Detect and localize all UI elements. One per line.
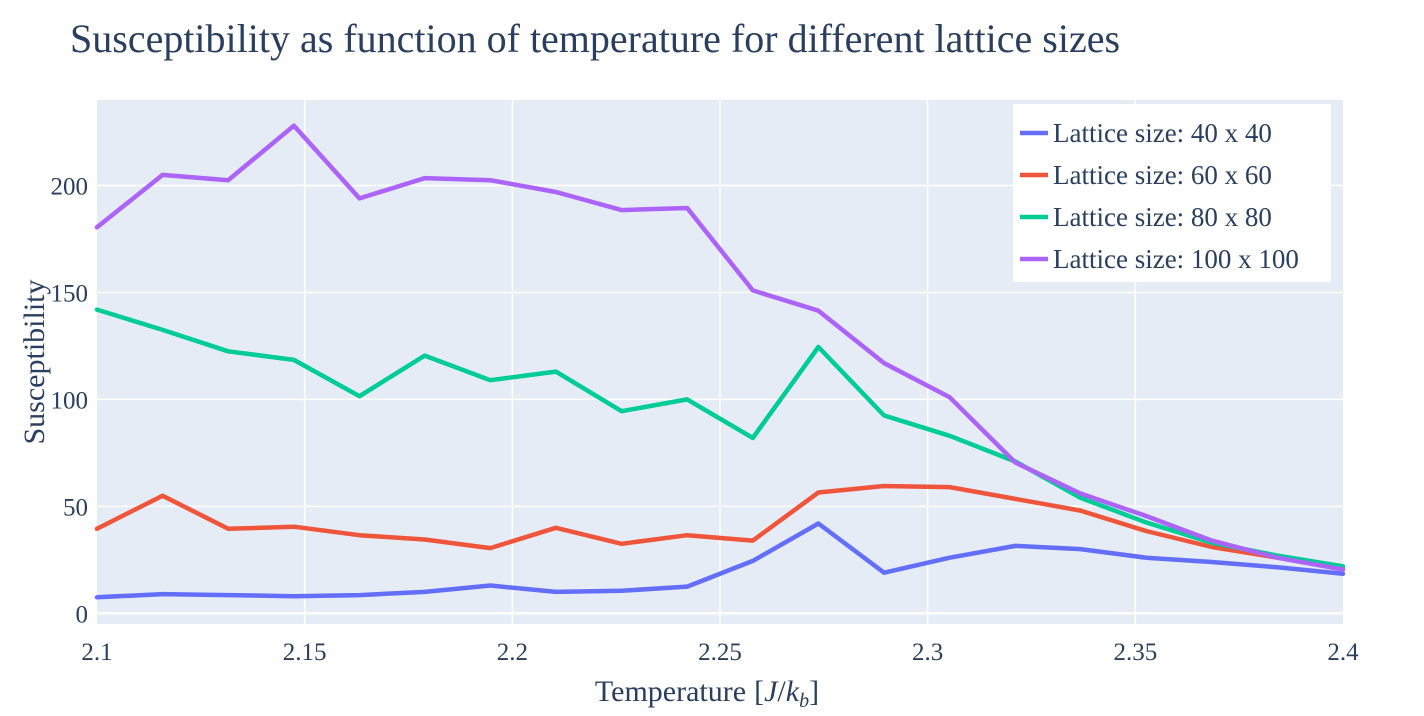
x-axis-title-slash: / [777,675,786,708]
series-line-4 [94,123,1346,572]
x-axis-title-open: [ [754,675,764,708]
tick-labels: 2.1 2.15 2.2 2.25 2.3 2.35 2.4 0 50 100 150 200 [51,174,1360,666]
x-axis-title-k: k [786,675,800,708]
legend-label: Lattice size: 40 x 40 [1053,118,1272,148]
y-tick-label: 200 [51,174,89,201]
legend-box [1013,104,1331,282]
x-tick-label: 2.1 [81,639,112,666]
x-tick-label: 2.25 [698,639,742,666]
x-axis-title-close: ] [809,675,819,708]
legend-label: Lattice size: 80 x 80 [1053,202,1272,232]
x-tick-label: 2.15 [283,639,327,666]
legend-label: Lattice size: 60 x 60 [1053,160,1272,190]
y-tick-label: 0 [76,601,89,628]
x-tick-label: 2.35 [1113,639,1157,666]
y-axis-title: Susceptibility [18,280,51,445]
x-tick-label: 2.3 [912,639,943,666]
legend: Lattice size: 40 x 40 Lattice size: 60 x … [1013,104,1331,282]
x-axis-title-sub: b [799,690,809,712]
chart-title: Susceptibility as function of temperatur… [70,16,1120,61]
x-tick-label: 2.2 [497,639,528,666]
x-tick-label: 2.4 [1327,639,1359,666]
series-line-2 [94,483,1346,571]
y-tick-label: 150 [51,280,89,307]
x-axis-title: Temperature [J/kb] [595,675,819,712]
series-lines [94,123,1346,600]
y-tick-label: 50 [63,494,88,521]
y-tick-label: 100 [51,387,89,414]
series-line-3 [94,307,1346,569]
legend-label: Lattice size: 100 x 100 [1053,244,1299,274]
series-line-1 [94,521,1346,600]
x-axis-title-prefix: Temperature [595,675,746,708]
x-axis-title-j: J [764,675,779,708]
